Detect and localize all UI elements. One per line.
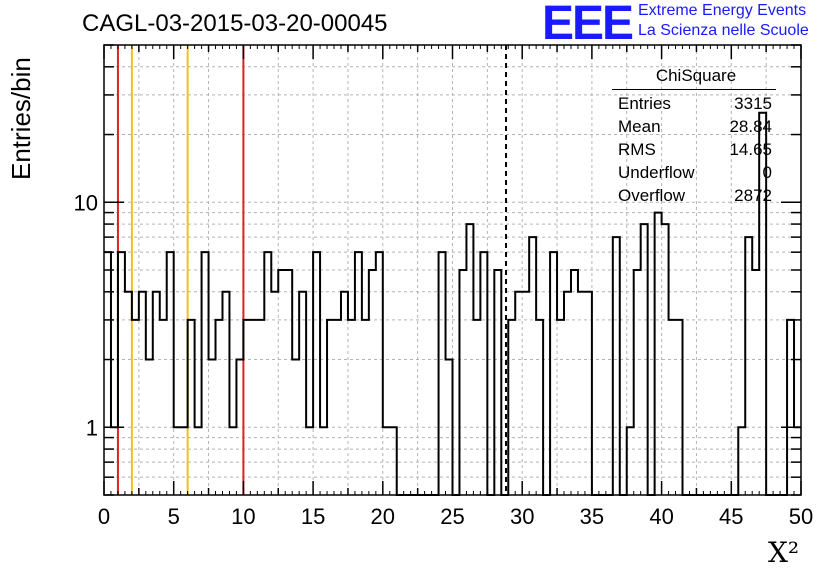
x-tick-label: 15 (301, 504, 325, 529)
axis-ticks (103, 44, 802, 496)
plot-title: CAGL-03-2015-03-20-00045 (82, 10, 388, 37)
logo-line-1: Extreme Energy Events (638, 2, 807, 19)
stats-value: 28.84 (729, 117, 772, 136)
stats-row-underflow: Underflow 0 (612, 161, 772, 184)
y-axis-label: Entries/bin (6, 57, 36, 180)
x-tick-label: 20 (371, 504, 395, 529)
x-tick-label: 5 (168, 504, 180, 529)
stats-label: Entries (618, 94, 671, 113)
stats-row-overflow: Overflow 2872 (612, 184, 772, 207)
tick-labels: 0 5 10 15 20 25 30 35 40 45 50 1 10 (74, 190, 814, 529)
x-tick-label: 10 (231, 504, 255, 529)
x-tick-label: 25 (440, 504, 464, 529)
x-tick-label: 35 (580, 504, 604, 529)
logo-line-2: La Scienza nelle Scuole (638, 22, 809, 39)
stats-label: RMS (618, 140, 656, 159)
stats-name: ChiSquare (655, 66, 737, 85)
stats-label: Overflow (618, 186, 686, 205)
stats-label: Underflow (618, 163, 695, 182)
x-axis-label: X² (768, 536, 800, 569)
stats-value: 0 (762, 163, 772, 182)
stats-label: Mean (618, 117, 661, 136)
x-tick-label: 45 (719, 504, 743, 529)
x-tick-label: 40 (649, 504, 673, 529)
stats-divider (612, 89, 776, 90)
y-tick-label: 1 (86, 415, 98, 440)
stats-value: 14.65 (729, 140, 772, 159)
x-tick-label: 30 (510, 504, 534, 529)
stats-value: 3315 (734, 94, 772, 113)
x-tick-label: 50 (789, 504, 813, 529)
eee-logo: EEE (542, 0, 634, 50)
y-tick-label: 10 (74, 190, 98, 215)
stats-value: 2872 (734, 186, 772, 205)
stats-box: ChiSquare Entries 3315 Mean 28.84 RMS 14… (612, 66, 776, 207)
histogram-series (104, 111, 801, 496)
stats-row-rms: RMS 14.65 (612, 138, 772, 161)
stats-row-entries: Entries 3315 (612, 92, 772, 115)
x-tick-label: 0 (98, 504, 110, 529)
stats-row-mean: Mean 28.84 (612, 115, 772, 138)
